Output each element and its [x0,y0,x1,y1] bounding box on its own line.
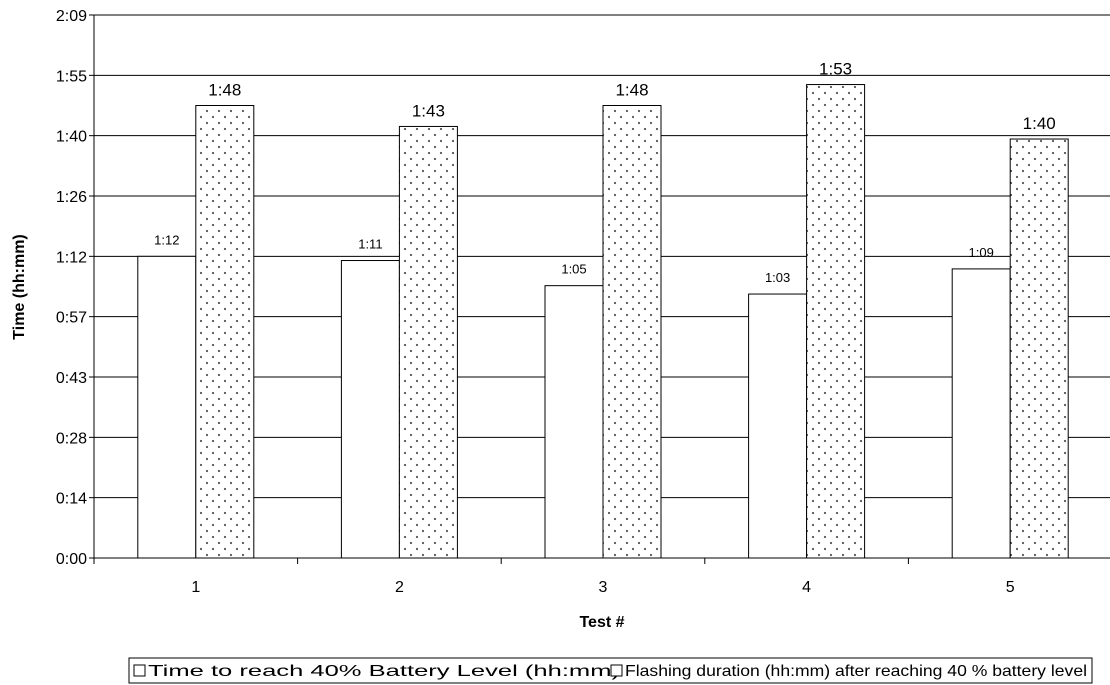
data-label-series-2: 1:48 [208,81,241,100]
data-label-series-1: 1:09 [969,245,994,260]
legend: Time to reach 40% Battery Level (hh:mm) … [128,657,1093,684]
bar-series-1 [951,268,1011,559]
data-label-series-2: 1:48 [615,81,648,100]
x-tick-label: 4 [802,579,811,596]
x-tick-label: 1 [191,579,200,596]
data-label-series-2: 1:53 [819,60,852,79]
x-axis-ticks: 1 2 3 4 5 [93,558,1015,596]
bar-series-2 [1009,138,1069,559]
data-label-series-2: 1:43 [412,101,445,120]
y-tick-label: 0:00 [56,551,87,568]
bar-series-1 [340,260,400,559]
y-tick-label: 0:28 [56,430,87,447]
x-tick-label: 5 [1006,579,1015,596]
legend-label-series-2: Flashing duration (hh:mm) after reaching… [625,663,1087,680]
y-tick-label: 1:12 [56,249,87,266]
data-label-series-1: 1:11 [358,237,382,252]
y-tick-label: 0:43 [56,370,87,387]
data-label-series-1: 1:03 [765,270,790,285]
bar-series-1 [137,255,197,559]
legend-frame [128,657,1093,684]
legend-label-series-1: Time to reach 40% Battery Level (hh:mm) [148,663,620,680]
legend-swatch-series-1 [133,664,146,677]
bar-series-2 [806,84,866,559]
bar-series-1 [544,285,604,559]
legend-swatch-series-2 [610,664,623,677]
y-axis-ticks: 0:00 0:14 0:28 0:43 0:57 1:12 1:26 1:40 1:55 2:09 [56,8,94,568]
bar-series-1 [748,293,808,559]
bar-series-2 [195,105,255,559]
y-tick-label: 0:57 [56,310,87,327]
y-tick-label: 2:09 [56,8,87,25]
x-axis-title: Test # [579,614,624,631]
data-label-series-1: 1:12 [154,232,179,247]
x-tick-label: 3 [599,579,608,596]
y-tick-label: 1:55 [56,68,87,85]
data-labels: 1:12 1:48 1:11 1:43 1:05 1:48 1:03 1:53 1:09 1:40 [154,60,1056,285]
bar-series-2 [398,125,458,559]
data-label-series-1: 1:05 [561,262,586,277]
bar-series-2 [602,105,662,559]
bars [137,84,1069,559]
data-label-series-2: 1:40 [1023,114,1056,133]
x-tick-label: 2 [395,579,404,596]
y-tick-label: 1:40 [56,129,87,146]
y-tick-label: 1:26 [56,189,87,206]
y-axis-title: Time (hh:mm) [11,234,28,339]
y-tick-label: 0:14 [56,491,87,508]
